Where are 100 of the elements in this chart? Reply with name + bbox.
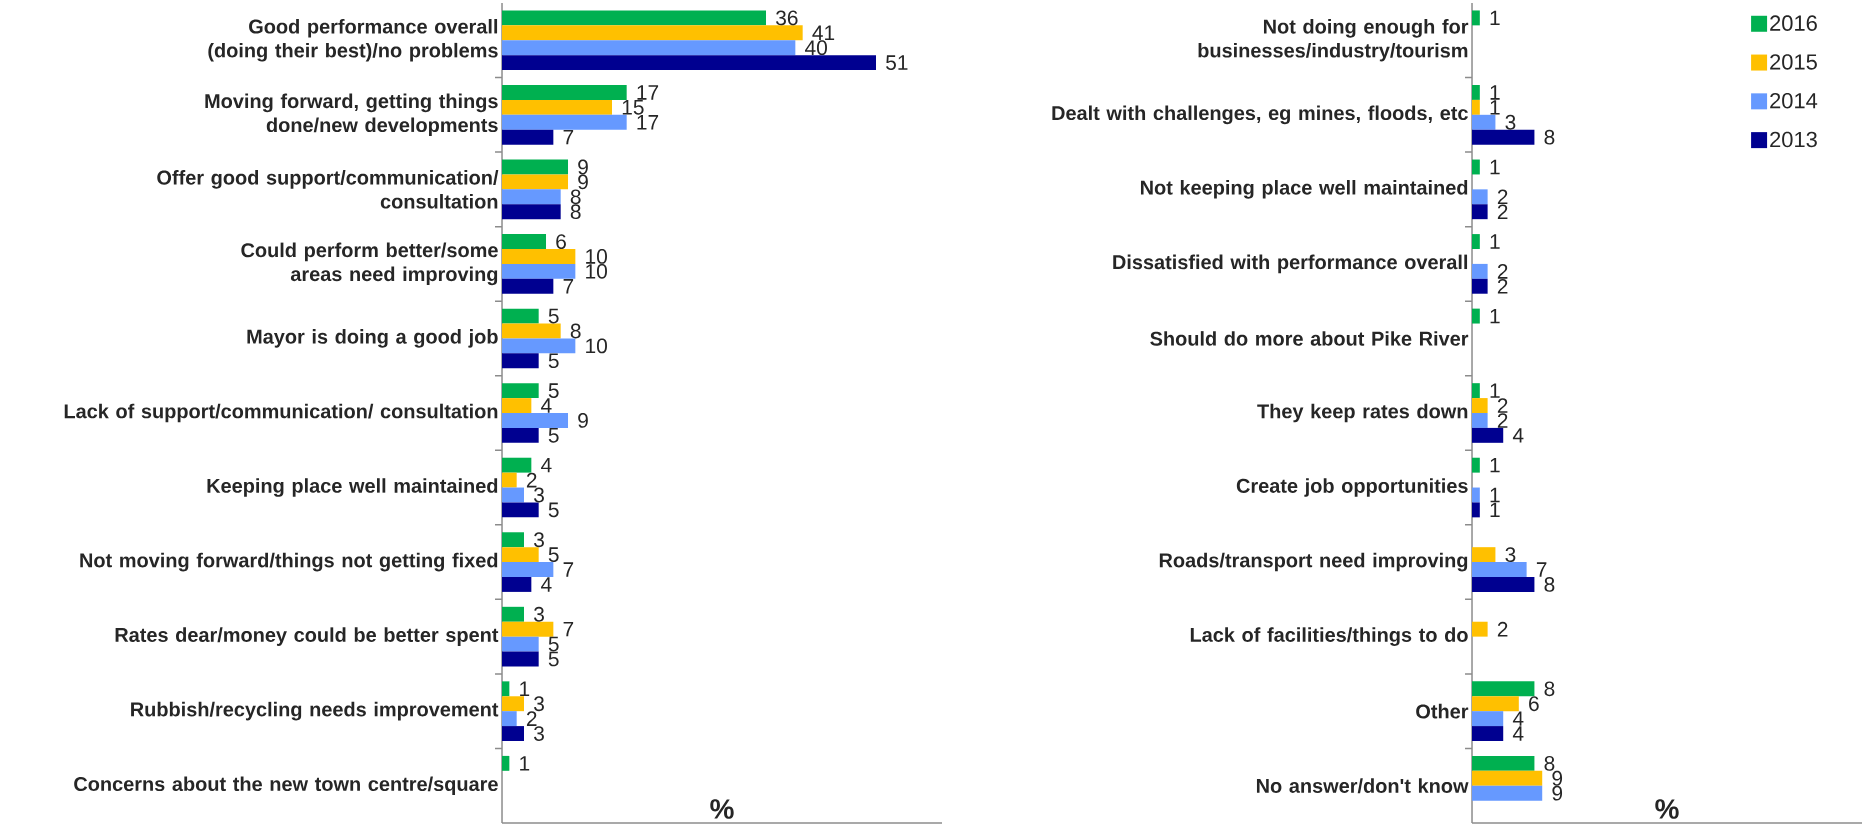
bar	[502, 174, 569, 190]
y-tick-label: Create job opportunities	[1236, 478, 1468, 497]
bar	[502, 338, 576, 354]
bar	[1472, 487, 1480, 503]
y-tick-label: Mayor is doing a good job	[247, 329, 498, 348]
bar	[1472, 681, 1535, 697]
bar	[1472, 383, 1480, 399]
bar	[1472, 711, 1504, 727]
data-label: 9	[578, 159, 588, 175]
data-label: 2	[1497, 189, 1508, 205]
data-label: 8	[1544, 129, 1555, 145]
legend-label: 2014	[1770, 92, 1818, 109]
data-label: 2	[1497, 278, 1508, 294]
bar	[502, 606, 525, 622]
bar	[502, 502, 539, 518]
bar	[1472, 755, 1535, 771]
bar	[502, 457, 532, 473]
bar	[502, 234, 547, 249]
data-label: 10	[586, 338, 607, 354]
data-label: 4	[1512, 726, 1524, 741]
y-tick-label: Dealt with challenges, eg mines, floods, etc	[1052, 105, 1468, 125]
data-label: 1	[1490, 234, 1500, 249]
data-label: 6	[556, 234, 566, 249]
bar	[1472, 726, 1504, 741]
data-label: 2	[1497, 264, 1508, 279]
y-tick-label: Could perform better/some areas need improving	[241, 242, 498, 286]
data-label: 3	[534, 726, 544, 741]
bar	[502, 114, 627, 130]
bar	[502, 129, 554, 145]
bar	[502, 711, 517, 727]
data-label: 7	[563, 279, 574, 294]
bar	[502, 263, 576, 279]
y-tick-label: Lack of support/communication/ consultation	[64, 403, 498, 423]
data-label: 2	[1497, 398, 1508, 413]
bar	[502, 159, 569, 175]
y-tick-label: Good performance overall (doing their best)/no problems	[208, 18, 498, 62]
data-label: 1	[520, 756, 530, 771]
bar	[502, 472, 517, 488]
data-label: 4	[541, 577, 552, 592]
y-tick-label: They keep rates down	[1257, 403, 1468, 423]
data-label: 7	[563, 621, 574, 637]
y-tick-label: Rubbish/recycling needs improvement	[131, 701, 499, 721]
data-label: 5	[548, 547, 559, 562]
data-label: 7	[1536, 562, 1547, 577]
data-label: 8	[570, 189, 581, 205]
bar	[1472, 204, 1488, 220]
bar	[1472, 84, 1480, 100]
data-label: 1	[1490, 383, 1500, 398]
bar	[502, 189, 561, 205]
data-label: 8	[1544, 681, 1555, 697]
data-label: 5	[548, 428, 559, 443]
data-label: 4	[1512, 711, 1524, 726]
bar	[502, 755, 510, 771]
data-label: 5	[548, 502, 559, 518]
bar	[1472, 547, 1496, 563]
y-tick-label: Other	[1416, 703, 1469, 719]
bar	[502, 55, 877, 71]
data-label: 17	[637, 115, 659, 130]
data-label: 51	[886, 55, 908, 70]
bar	[502, 99, 613, 115]
bar	[502, 547, 539, 563]
bar	[1472, 263, 1488, 279]
data-label: 8	[570, 323, 581, 339]
bar	[502, 427, 539, 443]
data-label: 1	[1490, 100, 1500, 115]
legend-label: 2016	[1770, 15, 1817, 31]
bar	[1472, 278, 1488, 294]
data-label: 5	[548, 353, 559, 369]
data-label: 36	[776, 10, 798, 26]
bar	[502, 84, 627, 100]
bar	[502, 353, 539, 369]
data-label: 4	[541, 457, 552, 473]
data-label: 15	[622, 100, 644, 115]
data-label: 2	[526, 711, 537, 726]
data-label: 1	[1490, 10, 1500, 26]
x-axis-title: %	[710, 799, 734, 819]
data-label: 6	[1529, 696, 1539, 712]
y-tick-label: Offer good support/communication/ consultation	[157, 170, 499, 209]
data-label: 1	[1490, 159, 1500, 175]
bar	[1472, 189, 1488, 205]
x-axis-title: %	[1655, 799, 1679, 819]
bar	[1472, 427, 1504, 443]
bar	[502, 577, 532, 592]
data-label: 5	[548, 636, 559, 652]
bar	[1472, 696, 1519, 712]
bar	[502, 412, 569, 428]
bar	[1472, 577, 1535, 592]
data-label: 2	[526, 472, 537, 488]
data-label: 8	[1544, 755, 1555, 771]
data-label: 5	[548, 651, 559, 667]
bar	[1472, 621, 1488, 637]
data-label: 9	[578, 413, 588, 428]
data-label: 17	[637, 85, 659, 100]
y-tick-label: Should do more about Pike River	[1150, 331, 1469, 346]
data-label: 9	[578, 174, 588, 190]
data-label: 5	[548, 308, 559, 324]
y-tick-label: Not keeping place well maintained	[1140, 180, 1468, 199]
bar	[502, 248, 576, 264]
data-label: 8	[570, 204, 581, 220]
bar	[502, 278, 554, 294]
